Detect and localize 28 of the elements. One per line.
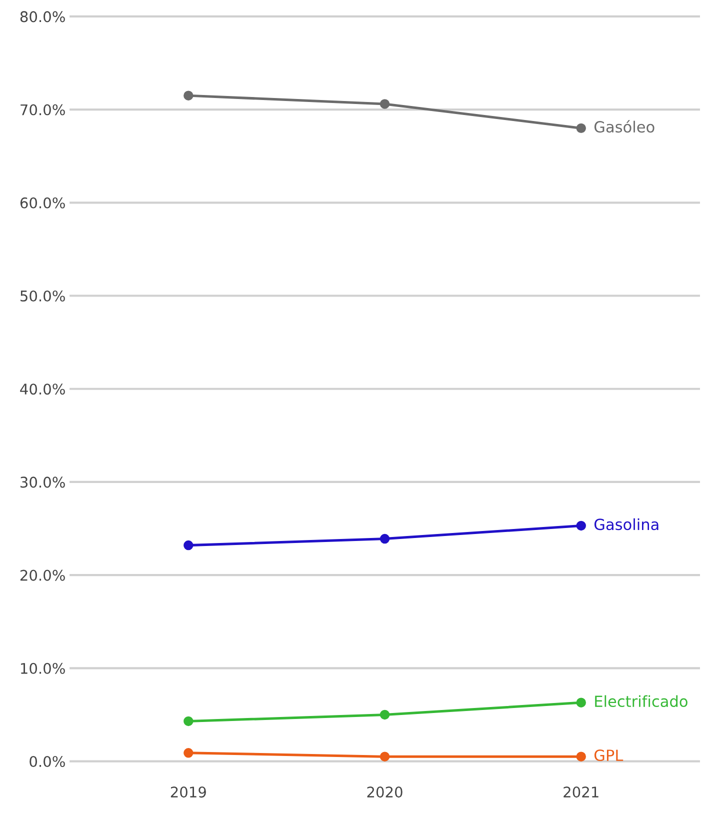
point: [380, 534, 390, 544]
y-tick-label: 10.0%: [21, 662, 65, 674]
y-tick-label: 20.0%: [20, 570, 65, 581]
point: [576, 123, 586, 134]
point: [576, 752, 586, 762]
y-tick-label: 40.0%: [20, 384, 65, 395]
y-tick-label: 0.0%: [30, 756, 65, 768]
y-tick-label: 30.0%: [20, 476, 65, 488]
point: [576, 698, 586, 708]
x-tick-label: 2019: [170, 786, 206, 798]
x-tick-label: 2021: [564, 786, 598, 798]
x-tick-label: 2020: [367, 786, 402, 798]
y-tick-label: 70.0%: [20, 104, 65, 116]
series-label: GPL: [594, 749, 624, 762]
point: [184, 540, 194, 550]
point: [576, 520, 586, 531]
y-tick-label: 80.0%: [20, 11, 65, 22]
point: [380, 99, 390, 109]
point: [184, 90, 194, 100]
y-tick-label: 60.0%: [20, 197, 65, 208]
series-label: Gasolina: [594, 518, 658, 530]
y-tick-label: 50.0%: [20, 290, 65, 302]
point: [184, 716, 194, 726]
series-label: Electrificado: [595, 695, 688, 708]
point: [184, 748, 194, 758]
series-label: Gasóleo: [594, 120, 654, 133]
point: [380, 710, 390, 720]
point: [380, 752, 390, 762]
